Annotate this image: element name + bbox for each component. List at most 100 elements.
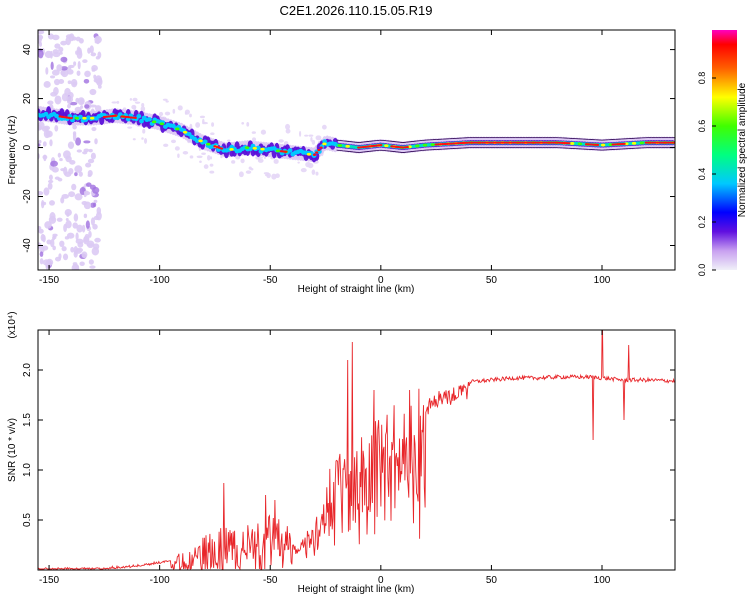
spectrogram-noise-blob — [41, 245, 48, 250]
spectrogram-y-tick-label: -20 — [22, 189, 33, 204]
spectrogram-pocket — [152, 120, 156, 123]
spectrogram-noise-blob — [75, 232, 78, 240]
spectrogram-noise-blob — [43, 141, 47, 146]
spectrogram-noise-blob — [57, 218, 63, 222]
snr-x-tick-label: -150 — [39, 575, 59, 586]
spectrogram-noise-blob — [163, 144, 168, 147]
spectrogram-noise-blob — [48, 183, 53, 190]
spectrogram-hotspot — [313, 154, 316, 156]
spectrogram-noise-blob — [77, 241, 83, 247]
spectrogram-y-tick-label: -40 — [22, 238, 33, 253]
spectrogram-noise-blob — [74, 250, 78, 257]
spectrogram-noise-blob — [195, 122, 200, 128]
spectrogram-noise-blob — [240, 159, 244, 164]
spectrogram-noise-blob — [316, 135, 322, 140]
spectrogram-noise-blob — [42, 202, 46, 205]
spectrogram-noise-blob — [171, 140, 176, 143]
spectrogram-pocket — [82, 117, 86, 120]
spectrogram-noise-blob — [94, 138, 98, 144]
spectrogram-noise-blob — [209, 171, 214, 174]
colorbar-tick-label: 0.4 — [697, 168, 707, 181]
spectrogram-noise-blob — [207, 155, 210, 161]
snr-x-label: Height of straight line (km) — [298, 584, 415, 595]
spectrogram-noise-blob — [301, 168, 307, 172]
spectrogram-noise-blob — [98, 85, 102, 89]
spectrogram-hotspot — [567, 142, 570, 144]
spectrogram-noise-blob — [86, 220, 90, 229]
spectrogram-noise-blob — [36, 35, 43, 40]
spectrogram-pocket — [384, 144, 388, 147]
spectrogram-noise-blob — [37, 226, 42, 230]
spectrogram-noise-blob — [40, 251, 44, 257]
spectrogram-noise-blob — [50, 51, 53, 59]
colorbar-tick-label: 0.0 — [697, 264, 707, 277]
spectrogram-noise-blob — [50, 75, 55, 78]
spectrogram-x-tick-label: 50 — [486, 275, 498, 286]
spectrogram-hotspot — [379, 144, 382, 146]
spectrogram-noise-blob — [59, 241, 64, 247]
colorbar-tick-label: 0.6 — [697, 120, 707, 133]
spectrogram-noise-blob — [241, 122, 244, 125]
colorbar-tick-label: 0.2 — [697, 216, 707, 229]
spectrogram-hotspot — [596, 144, 599, 146]
snr-y-tick-label: 0.5 — [22, 513, 33, 527]
spectrogram-noise-blob — [231, 160, 235, 164]
spectrogram-noise-blob — [63, 224, 67, 232]
spectrogram-noise-blob — [70, 247, 74, 253]
spectrogram-noise-blob — [144, 138, 147, 144]
spectrogram-noise-blob — [44, 221, 52, 229]
spectrogram-noise-blob — [82, 225, 86, 233]
snr-x-tick-label: 100 — [594, 575, 611, 586]
spectrogram-noise-blob — [91, 127, 96, 131]
spectrogram-noise-blob — [239, 171, 244, 177]
spectrogram-noise-blob — [36, 191, 43, 195]
spectrogram-noise-blob — [77, 149, 82, 152]
spectrogram-noise-blob — [78, 61, 81, 69]
spectrogram-noise-blob — [297, 162, 299, 164]
spectrogram-noise-blob — [45, 67, 48, 75]
spectrogram-noise-blob — [38, 140, 41, 144]
colorbar: 0.00.20.40.60.8 Normalized spectral ampl… — [697, 30, 748, 276]
snr-x-tick-label: -50 — [263, 575, 278, 586]
spectrogram-x-tick-label: -150 — [39, 275, 59, 286]
spectrogram-noise-blob — [274, 159, 279, 164]
spectrogram-noise-blob — [165, 100, 168, 102]
snr-x-tick-label: 50 — [486, 575, 498, 586]
spectrogram-noise-blob — [252, 137, 256, 141]
spectrogram-noise-blob — [116, 101, 119, 104]
spectrogram-noise-blob — [258, 159, 264, 163]
spectrogram-noise-blob — [220, 156, 222, 159]
snr-background — [38, 330, 675, 570]
spectrogram-noise-blob — [58, 79, 64, 84]
spectrogram-noise-blob — [53, 49, 59, 54]
spectrogram-pocket — [198, 139, 202, 142]
spectrogram-hotspot — [220, 147, 223, 149]
spectrogram-noise-blob — [142, 129, 145, 134]
spectrogram-noise-blob — [73, 61, 76, 66]
spectrogram-noise-blob — [92, 247, 99, 255]
spectrogram-pocket — [175, 128, 179, 131]
spectrogram-core — [288, 148, 293, 152]
spectrogram-noise-blob — [68, 191, 75, 197]
spectrogram-noise-blob — [185, 109, 190, 114]
spectrogram-noise-blob — [92, 224, 97, 230]
spectrogram-noise-blob — [73, 133, 76, 142]
spectrogram-hotspot — [114, 115, 117, 117]
spectrogram-noise-blob — [56, 64, 62, 71]
spectrogram-noise-blob — [72, 82, 76, 86]
spectrogram-noise-blob — [97, 207, 101, 215]
spectrogram-noise-blob — [89, 104, 96, 107]
spectrogram-noise-blob — [308, 134, 313, 136]
spectrogram-noise-blob — [43, 155, 46, 162]
spectrogram-noise-blob — [65, 209, 72, 216]
spectrogram-noise-blob — [89, 259, 94, 264]
spectrogram-noise-blob — [94, 216, 99, 220]
spectrogram-pocket — [206, 143, 210, 146]
spectrogram-noise-blob — [127, 127, 132, 129]
spectrogram-noise-blob — [67, 233, 75, 239]
spectrogram-pocket — [415, 145, 419, 148]
spectrogram-noise-blob — [47, 101, 53, 105]
spectrogram-noise-blob — [278, 139, 283, 142]
